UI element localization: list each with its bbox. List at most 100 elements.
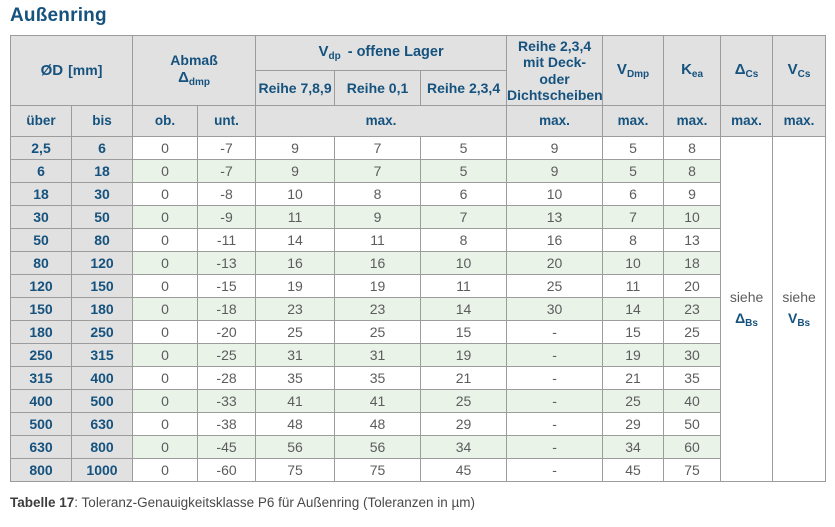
tolerance-table: ØD [mm] Abmaß Δdmp Vdp - offene Lager Reih… [9, 35, 827, 482]
cell-reihe-234: 19 [420, 343, 508, 367]
cell-reihe-01: 8 [334, 182, 422, 206]
cell-bis: 1000 [70, 458, 134, 482]
cell-kea: 60 [663, 435, 722, 459]
cell-reihe-234: 5 [420, 136, 508, 160]
cell-vdmp: 11 [602, 274, 665, 298]
cell-ob: 0 [132, 366, 199, 390]
cell-unt: -25 [197, 343, 257, 367]
od-symbol: ØD [40, 61, 64, 79]
cell-reihe-01: 25 [334, 320, 422, 344]
cell-reihe-789: 14 [255, 228, 336, 252]
cell-reihe-789: 31 [255, 343, 336, 367]
table-row: 180 250 0 -20 25 25 15-15 25 [10, 320, 826, 344]
caption-label: Tabelle 17 [10, 495, 75, 510]
header-ueber: über [10, 105, 72, 137]
table-header: ØD [mm] Abmaß Δdmp Vdp - offene Lager Reih… [9, 35, 827, 137]
cell-reihe-234: 15 [420, 320, 508, 344]
cell-unt: -15 [197, 274, 257, 298]
cell-reihe-789: 23 [255, 297, 336, 321]
cell-ueber: 315 [10, 366, 72, 390]
cell-unt: -18 [197, 297, 257, 321]
see-v-bs-cell-word: siehe [782, 289, 816, 305]
cell-reihe-789: 19 [255, 274, 336, 298]
cell-reihe-01: 7 [334, 136, 422, 160]
cell-ueber: 18 [10, 182, 72, 206]
cell-kea: 13 [663, 228, 722, 252]
header-max-deck: max. [506, 105, 604, 137]
see-v-bs-cell: siehe VBs [772, 136, 827, 482]
table-row: 18 30 0 -8 10 8 6 10 6 9 [10, 182, 826, 206]
cell-ueber: 630 [10, 435, 72, 459]
cell-ob: 0 [132, 320, 199, 344]
cell-ueber: 6 [10, 159, 72, 183]
cell-kea: 8 [663, 159, 722, 183]
header-v-cs: VCs [772, 35, 827, 106]
cell-ueber: 400 [10, 389, 72, 413]
cell-ueber: 30 [10, 205, 72, 229]
cell-kea: 8 [663, 136, 722, 160]
header-row-2: Reihe 7,8,9 Reihe 0,1 Reihe 2,3,4 [11, 70, 826, 106]
cell-ueber: 180 [10, 320, 72, 344]
cell-reihe-789: 11 [255, 205, 336, 229]
header-abmass: Abmaß Δdmp [132, 35, 257, 106]
cell-bis: 400 [70, 366, 134, 390]
cell-unt: -13 [197, 251, 257, 275]
cell-deck-scheiben: 9 [506, 136, 604, 160]
cell-ob: 0 [132, 251, 199, 275]
cell-bis: 315 [70, 343, 134, 367]
cell-ueber: 2,5 [10, 136, 72, 160]
cell-vdmp: 25 [602, 389, 665, 413]
cell-ueber: 800 [10, 458, 72, 482]
cell-reihe-01: 56 [334, 435, 422, 459]
cell-ob: 0 [132, 389, 199, 413]
abmass-symbol: Δdmp [178, 69, 210, 89]
cell-bis: 800 [70, 435, 134, 459]
table-row: 6 18 0 -7 9 7 5 9 5 8 [10, 159, 826, 183]
table-row: 630 800 0 -45 56 56 34-34 60 [10, 435, 826, 459]
cell-kea: 75 [663, 458, 722, 482]
cell-reihe-789: 56 [255, 435, 336, 459]
cell-reihe-789: 16 [255, 251, 336, 275]
cell-reihe-234: 34 [420, 435, 508, 459]
cell-ob: 0 [132, 205, 199, 229]
cell-unt: -9 [197, 205, 257, 229]
cell-deck-scheiben: - [506, 412, 604, 436]
abmass-label: Abmaß [170, 52, 218, 69]
cell-kea: 20 [663, 274, 722, 298]
cell-unt: -20 [197, 320, 257, 344]
cell-vdmp: 34 [602, 435, 665, 459]
cell-vdmp: 45 [602, 458, 665, 482]
cell-kea: 35 [663, 366, 722, 390]
header-vdmp: VDmp [602, 35, 665, 106]
cell-reihe-234: 45 [420, 458, 508, 482]
header-bis: bis [70, 105, 134, 137]
table-row: 30 50 0 -9 11 9 7 13 7 10 [10, 205, 826, 229]
cell-reihe-01: 31 [334, 343, 422, 367]
header-od: ØD [mm] [9, 35, 134, 106]
cell-bis: 6 [70, 136, 134, 160]
cell-bis: 500 [70, 389, 134, 413]
header-vdp-offene-lager: Vdp - offene Lager [255, 35, 508, 71]
cell-ob: 0 [132, 297, 199, 321]
cell-deck-scheiben: - [506, 320, 604, 344]
header-row-3: über bis ob. unt. max. max. max. max. ma… [10, 105, 827, 137]
cell-bis: 250 [70, 320, 134, 344]
cell-deck-scheiben: - [506, 435, 604, 459]
cell-bis: 18 [70, 159, 134, 183]
table-row: 400 500 0 -33 41 41 25-25 40 [10, 389, 826, 413]
cell-ueber: 80 [10, 251, 72, 275]
cell-deck-scheiben: - [506, 366, 604, 390]
cell-kea: 30 [663, 343, 722, 367]
cell-ob: 0 [132, 458, 199, 482]
cell-deck-scheiben: 13 [506, 205, 604, 229]
cell-unt: -8 [197, 182, 257, 206]
cell-ueber: 500 [10, 412, 72, 436]
see-delta-bs-cell: siehe ΔBs [720, 136, 774, 482]
cell-ueber: 120 [10, 274, 72, 298]
page-title: Außenring [10, 5, 107, 26]
header-max-vdp: max. [255, 105, 508, 137]
see-delta-bs-cell-symbol: ΔBs [735, 310, 758, 329]
header-max-dcs: max. [720, 105, 774, 137]
cell-kea: 10 [663, 205, 722, 229]
cell-reihe-234: 10 [420, 251, 508, 275]
